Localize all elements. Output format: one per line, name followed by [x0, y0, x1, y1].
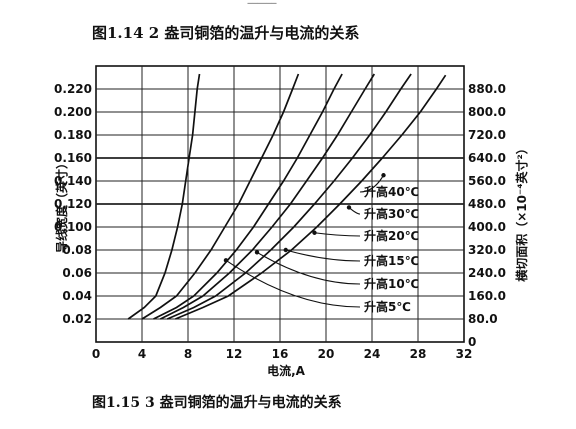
y2-tick-label: 400.0 [468, 220, 506, 234]
y2-tick-label: 320.0 [468, 243, 506, 257]
y2-axis-label: 横切面积（×10⁻⁴英寸²） [514, 142, 529, 282]
y-tick-label: 0.06 [62, 266, 92, 280]
x-axis-label: 电流,A [267, 363, 306, 378]
header-fragment: ────── [247, 0, 277, 8]
y-tick-label: 0.160 [54, 151, 92, 165]
grid [96, 66, 464, 342]
annotations: 升高40℃ 升高30℃ 升高20℃ 升高15℃ 升高10℃ 升高5℃ [223, 173, 419, 314]
annotation-leader [314, 232, 361, 237]
x-tick-label: 0 [92, 347, 100, 361]
annotation-leader [256, 251, 361, 285]
y2-tick-label: 0 [468, 335, 476, 349]
bottom-caption: 图1.15 3 盎司铜箔的温升与电流的关系 [92, 394, 342, 411]
x-tick-label: 20 [318, 347, 335, 361]
series-line-5 [166, 73, 412, 320]
annotation-leader [359, 174, 384, 193]
y-tick-label: 0.100 [54, 220, 92, 234]
series-line-2 [141, 73, 300, 320]
y2-tick-label: 880.0 [468, 82, 506, 96]
series-line-4 [160, 73, 376, 320]
annotation-dot [312, 230, 317, 235]
y-tick-label: 0.02 [62, 312, 92, 326]
y2-tick-labels: 0 80.0 160.0 240.0 320.0 400.0 480.0 560.0 640.0… [468, 82, 506, 349]
x-tick-labels: 0 4 8 12 16 20 24 28 32 [92, 347, 473, 361]
annotation-dot [346, 205, 352, 210]
y-tick-label: 0.120 [54, 197, 92, 211]
series-line-3 [153, 73, 343, 320]
y2-tick-label: 160.0 [468, 289, 506, 303]
y2-tick-label: 560.0 [468, 174, 506, 188]
x-tick-label: 28 [410, 347, 427, 361]
y-tick-label: 0.04 [62, 289, 92, 303]
annotation-label: 升高5℃ [364, 299, 411, 314]
series-line-6 [175, 74, 447, 320]
annotation-dot [254, 250, 260, 255]
x-tick-label: 12 [226, 347, 243, 361]
y-tick-label: 0.220 [54, 82, 92, 96]
y-tick-label: 0.200 [54, 105, 92, 119]
y-tick-label: 0.140 [54, 174, 92, 188]
annotation-dot [223, 258, 229, 263]
annotation-label: 升高10℃ [364, 276, 419, 291]
y2-tick-label: 240.0 [468, 266, 506, 280]
y2-tick-label: 800.0 [468, 105, 506, 119]
annotation-leader [285, 249, 361, 262]
series-lines [127, 73, 447, 320]
y-tick-labels: 0.02 0.04 0.06 0.08 0.100 0.120 0.140 0.160 0.18… [54, 82, 92, 326]
y2-tick-label: 80.0 [468, 312, 498, 326]
annotation-label: 升高30℃ [364, 206, 419, 221]
y-tick-label: 0.180 [54, 128, 92, 142]
annotation-leader [225, 259, 361, 308]
top-caption: 图1.14 2 盎司铜箔的温升与电流的关系 [92, 24, 359, 42]
annotation-label: 升高20℃ [364, 228, 419, 243]
x-tick-label: 4 [138, 347, 146, 361]
y2-tick-label: 480.0 [468, 197, 506, 211]
y2-tick-label: 720.0 [468, 128, 506, 142]
x-tick-label: 24 [364, 347, 381, 361]
x-tick-label: 16 [272, 347, 289, 361]
annotation-label: 升高15℃ [364, 253, 419, 268]
annotation-dot [381, 173, 386, 178]
annotation-label: 升高40℃ [364, 184, 419, 199]
y-tick-label: 0.08 [62, 243, 92, 257]
y2-tick-label: 640.0 [468, 151, 506, 165]
series-line-1 [127, 73, 201, 320]
x-tick-label: 32 [456, 347, 473, 361]
annotation-dot [283, 247, 288, 253]
x-tick-label: 8 [184, 347, 192, 361]
y-axis-label: 导线宽度（英寸） [54, 157, 69, 253]
